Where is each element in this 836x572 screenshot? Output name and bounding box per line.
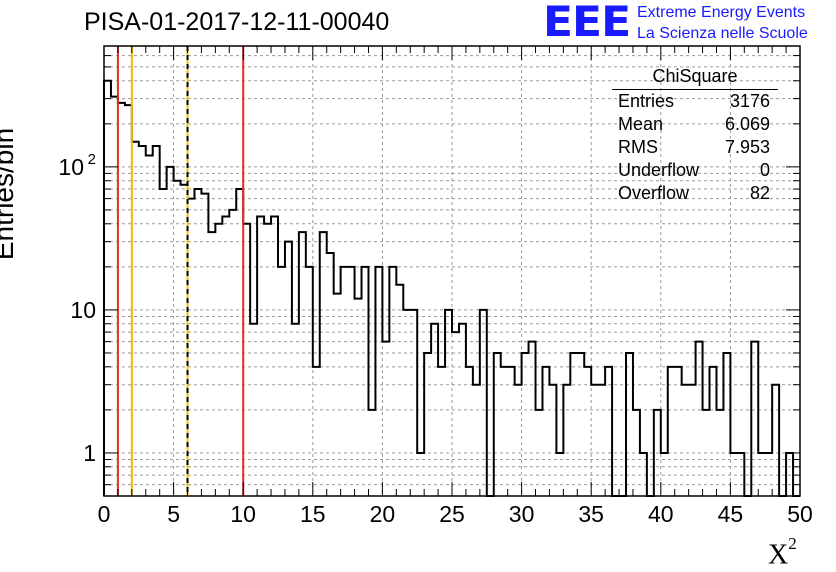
axes <box>103 45 801 497</box>
cut-lines <box>116 46 245 496</box>
x-tick-label: 50 <box>787 501 813 527</box>
x-tick-label: 15 <box>300 501 326 527</box>
x-tick-label: 10 <box>230 501 256 527</box>
x-axis-label-superscript: 2 <box>788 534 797 553</box>
y-axis-label-text: Entries/bin <box>0 127 19 261</box>
stats-label: Overflow <box>618 183 690 203</box>
stats-value: 0 <box>759 160 770 180</box>
stats-row-underflow: Underflow 0 <box>612 159 778 182</box>
y-tick-label: 10 <box>70 297 96 323</box>
stats-row-rms: RMS 7.953 <box>612 136 778 159</box>
x-tick-label: 40 <box>648 501 674 527</box>
logo-mark: EEE <box>543 0 631 47</box>
x-axis-label: X2 <box>768 534 797 571</box>
y-tick-label: 1 <box>83 440 96 466</box>
x-axis-label-text: X <box>768 539 789 571</box>
stats-box: ChiSquare Entries 3176 Mean 6.069 RMS 7.… <box>612 66 778 205</box>
stats-label: Mean <box>618 114 664 134</box>
x-tick-label: 30 <box>509 501 535 527</box>
logo-line1: Extreme Energy Events <box>637 4 806 21</box>
stats-row-overflow: Overflow 82 <box>612 182 778 205</box>
x-tick-label: 20 <box>370 501 396 527</box>
y-tick-label-exponent: 2 <box>88 151 96 168</box>
stats-value: 82 <box>749 183 770 203</box>
histogram-line <box>103 79 800 497</box>
stats-row-mean: Mean 6.069 <box>612 113 778 136</box>
stats-value: 6.069 <box>724 114 770 134</box>
stats-title: ChiSquare <box>612 66 778 90</box>
stats-row-entries: Entries 3176 <box>612 90 778 113</box>
stats-label: RMS <box>618 137 658 157</box>
x-tick-label: 35 <box>578 501 604 527</box>
stats-value: 3176 <box>729 91 770 111</box>
stats-value: 7.953 <box>724 137 770 157</box>
x-tick-label: 5 <box>167 501 180 527</box>
histogram-series <box>103 79 800 497</box>
x-tick-label: 45 <box>718 501 744 527</box>
x-tick-label: 25 <box>439 501 465 527</box>
stats-label: Underflow <box>618 160 700 180</box>
stats-label: Entries <box>618 91 675 111</box>
run-title: PISA-01-2017-12-11-00040 <box>84 8 390 36</box>
y-tick-label: 10 <box>58 154 84 180</box>
logo-line2: La Scienza nelle Scuole <box>637 25 808 42</box>
x-tick-label: 0 <box>98 501 111 527</box>
